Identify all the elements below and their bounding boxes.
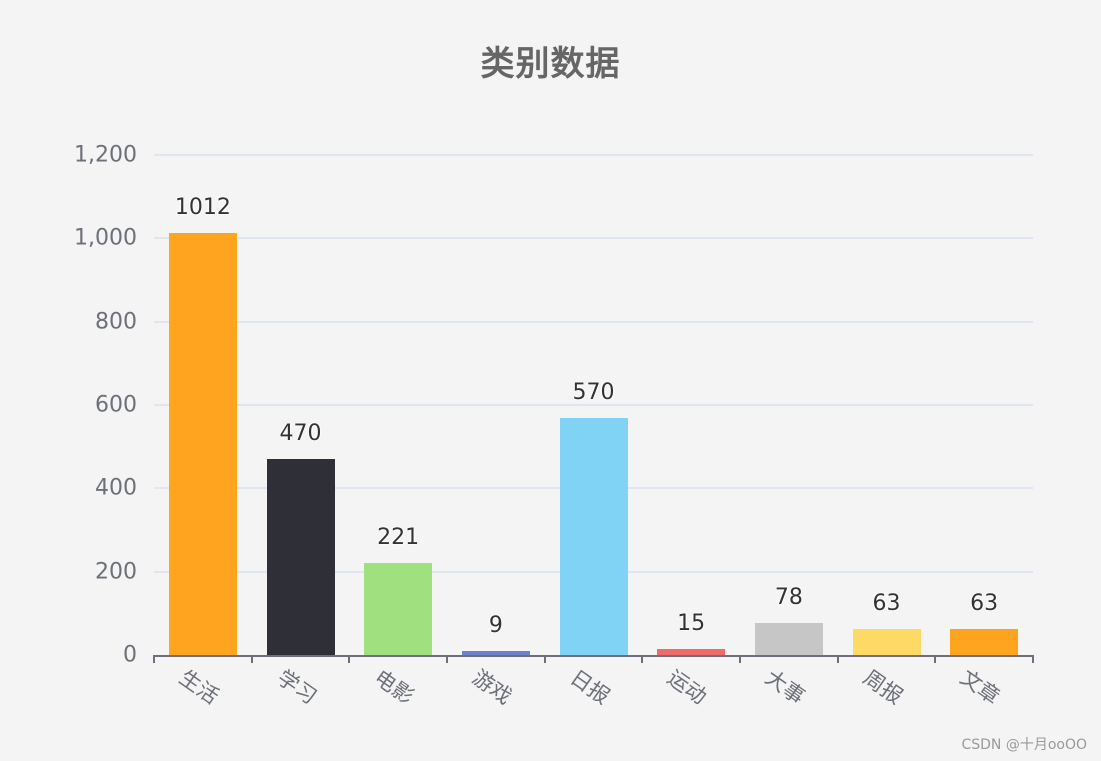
x-axis-tick	[153, 655, 155, 663]
x-tick-label: 周报	[858, 665, 907, 710]
x-tick-label: 日报	[565, 665, 614, 710]
x-tick-label: 游戏	[467, 665, 516, 710]
x-axis-line	[154, 655, 1034, 657]
bar-4[interactable]	[461, 651, 530, 655]
gridline	[154, 154, 1033, 156]
data-label: 15	[677, 610, 706, 636]
x-axis-tick	[934, 655, 937, 663]
x-axis-tick	[348, 655, 351, 663]
x-tick-label: 运动	[663, 665, 712, 710]
x-axis-tick	[543, 655, 546, 663]
x-tick-label: 大事	[760, 665, 809, 710]
y-tick-label: 600	[95, 392, 137, 418]
data-label: 9	[488, 613, 503, 639]
data-label: 63	[970, 590, 999, 616]
x-tick-label: 学习	[272, 665, 321, 710]
x-tick-label: 生活	[174, 665, 223, 710]
gridline	[154, 320, 1033, 323]
x-axis-tick	[250, 655, 253, 663]
watermark: CSDN @十月ooOO	[961, 737, 1087, 753]
x-axis-tick	[1032, 655, 1034, 663]
x-axis-tick	[836, 655, 839, 663]
data-label: 221	[377, 524, 420, 550]
data-label: 1012	[174, 195, 231, 221]
data-label: 78	[774, 584, 803, 610]
y-tick-label: 1,200	[74, 142, 137, 168]
y-tick-label: 400	[95, 475, 137, 501]
bar-3[interactable]	[364, 562, 433, 655]
gridline	[154, 237, 1033, 240]
x-axis-tick	[446, 655, 448, 663]
y-tick-label: 1,000	[74, 225, 137, 251]
x-tick-label: 电影	[370, 665, 419, 710]
y-tick-label: 200	[95, 559, 137, 585]
x-axis-tick	[641, 655, 644, 663]
bar-8[interactable]	[852, 628, 921, 655]
data-label: 570	[572, 379, 615, 405]
bar-2[interactable]	[266, 459, 335, 655]
data-label: 470	[279, 421, 322, 447]
bar-9[interactable]	[950, 628, 1019, 655]
data-label: 63	[872, 590, 901, 616]
y-tick-label: 0	[123, 642, 137, 668]
bar-1[interactable]	[168, 233, 237, 655]
chart-title: 类别数据	[480, 44, 621, 84]
x-tick-label: 文章	[956, 665, 1005, 710]
gridline	[154, 404, 1033, 406]
x-axis-tick	[739, 655, 741, 663]
y-tick-label: 800	[95, 309, 137, 335]
bar-7[interactable]	[754, 622, 823, 655]
bar-6[interactable]	[657, 648, 726, 655]
bar-5[interactable]	[559, 417, 628, 655]
